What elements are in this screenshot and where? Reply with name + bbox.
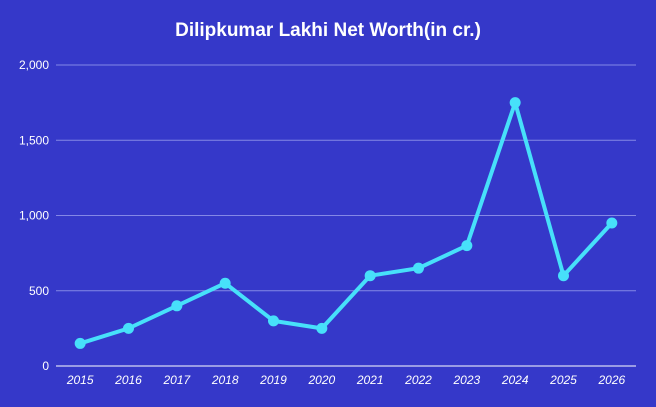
x-tick-label: 2026 [597, 373, 625, 387]
x-tick-label: 2025 [549, 373, 577, 387]
y-tick-label: 0 [42, 359, 49, 373]
x-tick-label: 2021 [356, 373, 384, 387]
y-tick-label: 2,000 [19, 58, 49, 72]
y-tick-label: 1,000 [19, 209, 49, 223]
x-tick-label: 2022 [404, 373, 432, 387]
x-tick-label: 2020 [307, 373, 335, 387]
x-tick-label: 2016 [114, 373, 142, 387]
chart-title: Dilipkumar Lakhi Net Worth(in cr.) [175, 20, 481, 41]
x-tick-label: 2019 [259, 373, 287, 387]
x-axis: 2015 2016 2017 2018 2019 2020 2021 2022 2023 2024… [66, 373, 626, 387]
series-layer [74, 97, 618, 349]
x-tick-label: 2023 [452, 373, 480, 387]
data-point[interactable] [558, 270, 569, 282]
x-tick-label: 2018 [211, 373, 239, 387]
y-tick-label: 500 [29, 284, 49, 298]
data-point[interactable] [461, 240, 473, 252]
data-point[interactable] [219, 277, 231, 289]
data-point[interactable] [171, 300, 183, 312]
data-point[interactable] [123, 322, 134, 334]
data-point[interactable] [74, 337, 86, 349]
x-tick-label: 2024 [501, 373, 529, 387]
data-point[interactable] [413, 262, 424, 274]
y-axis: 0 500 1,000 1,500 2,000 [19, 58, 49, 373]
y-tick-label: 1,500 [19, 133, 49, 147]
series-line [78, 100, 614, 346]
data-point[interactable] [509, 97, 521, 109]
grid-layer [56, 64, 636, 367]
x-tick-label: 2015 [66, 373, 94, 387]
data-point[interactable] [268, 315, 279, 327]
data-point[interactable] [364, 270, 376, 282]
data-point[interactable] [606, 217, 618, 229]
data-point[interactable] [316, 322, 328, 334]
x-tick-label: 2017 [162, 373, 191, 387]
